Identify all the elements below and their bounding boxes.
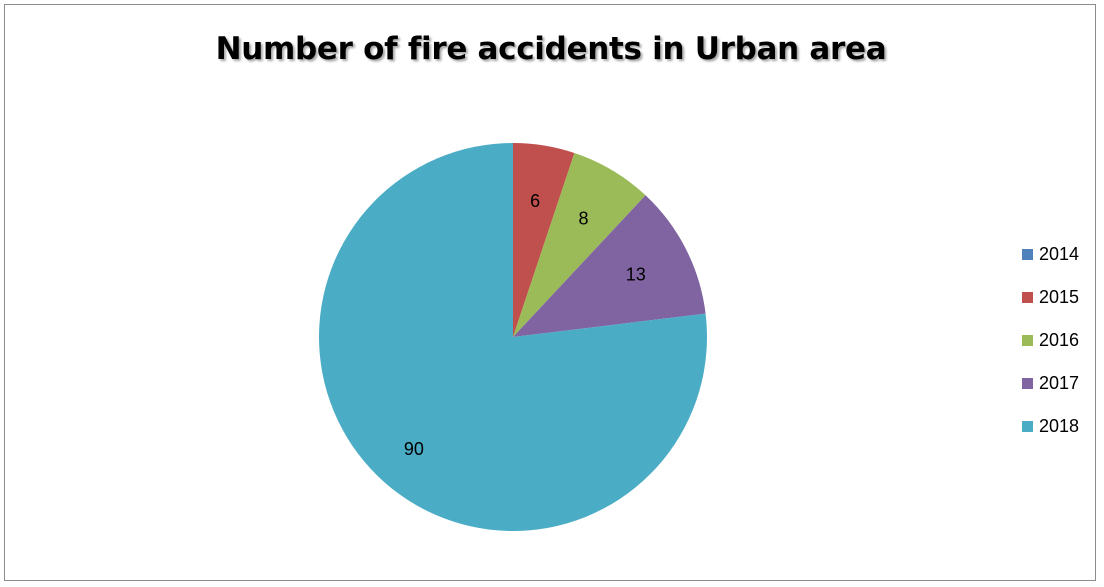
data-label-2018: 90 bbox=[404, 439, 424, 459]
legend-swatch bbox=[1022, 292, 1033, 303]
pie-slice-2015 bbox=[513, 143, 575, 337]
data-label-2016: 8 bbox=[578, 209, 588, 229]
chart-legend: 2014 2015 2016 2017 2018 bbox=[1022, 233, 1079, 448]
pie-slice-2016 bbox=[513, 152, 646, 337]
legend-item-2014: 2014 bbox=[1022, 233, 1079, 276]
legend-swatch bbox=[1022, 249, 1033, 260]
legend-item-2018: 2018 bbox=[1022, 405, 1079, 448]
legend-swatch bbox=[1022, 378, 1033, 389]
pie-slice-2018 bbox=[319, 143, 707, 531]
chart-title: Number of fire accidents in Urban area bbox=[215, 31, 887, 67]
legend-swatch bbox=[1022, 421, 1033, 432]
legend-label: 2017 bbox=[1039, 373, 1080, 393]
legend-swatch bbox=[1022, 335, 1033, 346]
legend-item-2016: 2016 bbox=[1022, 319, 1079, 362]
legend-label: 2016 bbox=[1039, 330, 1080, 350]
legend-label: 2014 bbox=[1039, 244, 1080, 264]
legend-item-2017: 2017 bbox=[1022, 362, 1079, 405]
legend-item-2015: 2015 bbox=[1022, 276, 1079, 319]
legend-label: 2015 bbox=[1039, 287, 1080, 307]
pie-slice-2017 bbox=[513, 195, 706, 337]
data-label-2017: 13 bbox=[626, 265, 646, 285]
legend-label: 2018 bbox=[1039, 416, 1080, 436]
data-label-2015: 6 bbox=[530, 191, 540, 211]
